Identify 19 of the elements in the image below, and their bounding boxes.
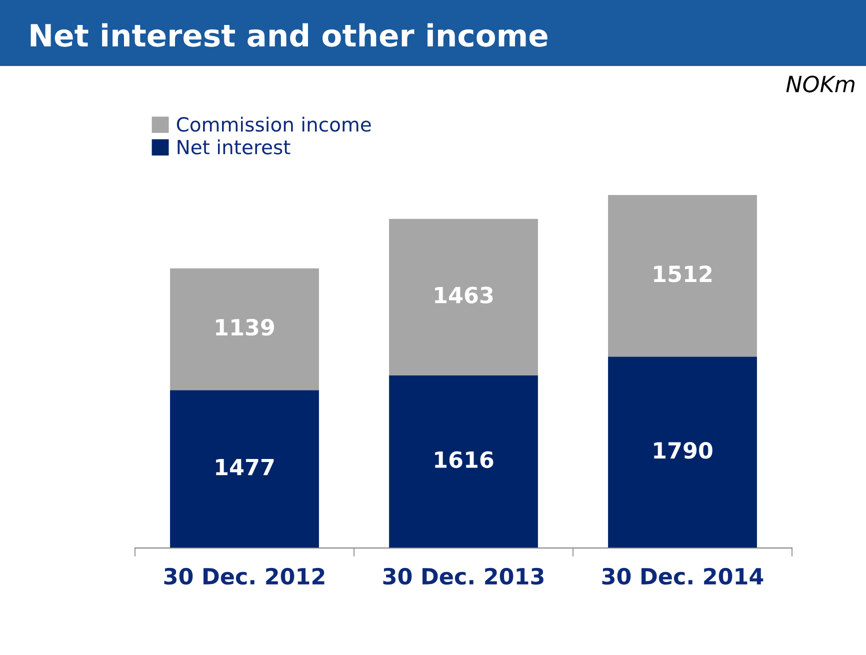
text: NOKm [786, 76, 854, 92]
bar [389, 375, 538, 548]
bar [608, 356, 757, 548]
data-label: 1139 [216, 318, 274, 336]
legend-label: Net interest [178, 139, 290, 154]
bar [389, 218, 538, 376]
bar [170, 268, 319, 390]
data-label: 1790 [654, 442, 712, 459]
x-tick-label: 30 Dec. 2012 [164, 568, 324, 585]
legend-label: Commission income [176, 116, 371, 132]
data-label: 1477 [216, 458, 274, 476]
chart-title: Net interest and other income [30, 23, 548, 47]
data-label: 1616 [435, 451, 494, 468]
data-label: 1463 [435, 286, 493, 304]
bar [170, 390, 319, 548]
bar [608, 195, 757, 357]
x-tick-label: 30 Dec. 2014 [602, 568, 764, 585]
x-tick-label: 30 Dec. 2013 [383, 568, 544, 585]
data-label: 1512 [654, 265, 712, 282]
